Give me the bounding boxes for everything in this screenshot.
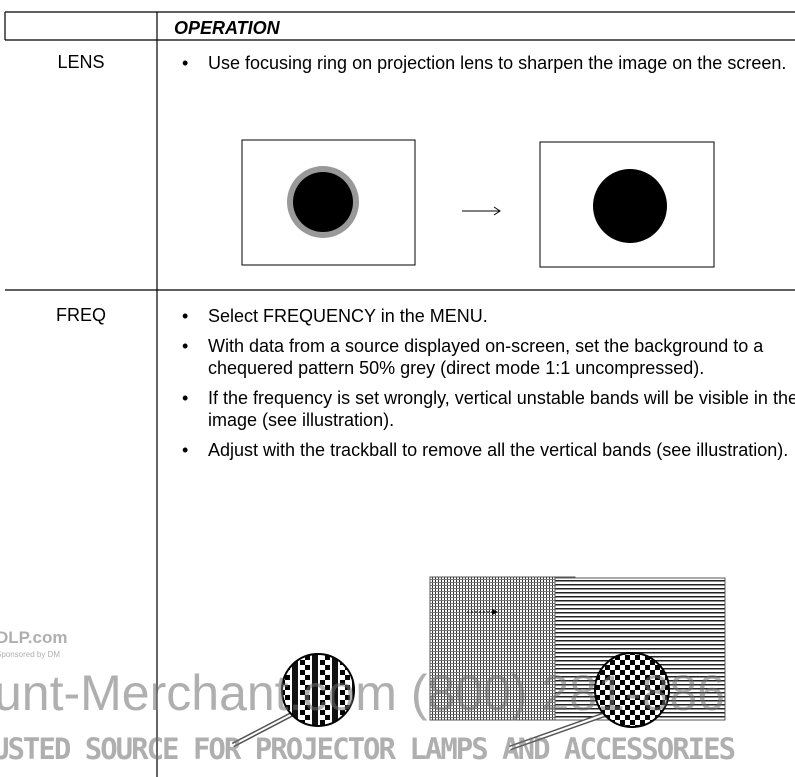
bullet-list: Select FREQUENCY in the MENU. With data f… (178, 305, 795, 469)
focus-illustration (241, 139, 715, 268)
row-label: LENS (57, 52, 105, 72)
watermark-tagline: USTED SOURCE FOR PROJECTOR LAMPS AND ACC… (0, 732, 736, 766)
bullet-item: Select FREQUENCY in the MENU. (182, 305, 795, 327)
bullet-item: Adjust with the trackball to remove all … (182, 439, 795, 461)
bullet-item: With data from a source displayed on-scr… (182, 335, 795, 379)
grid-lines (4, 11, 795, 777)
watermark-brand: unt-Merchant.com (800) 281-886 (0, 665, 725, 721)
bullet-item: Use focusing ring on projection lens to … (182, 52, 793, 74)
header-operation: OPERATION (174, 18, 280, 38)
watermark-site: DLP.com (0, 628, 68, 647)
watermark-sponsor: Sponsored by DM (0, 650, 61, 659)
bullet-list: Use focusing ring on projection lens to … (178, 52, 793, 82)
frequency-illustration (231, 576, 726, 751)
bullet-item: If the frequency is set wrongly, vertica… (182, 387, 795, 431)
row-label: FREQ (55, 305, 106, 325)
